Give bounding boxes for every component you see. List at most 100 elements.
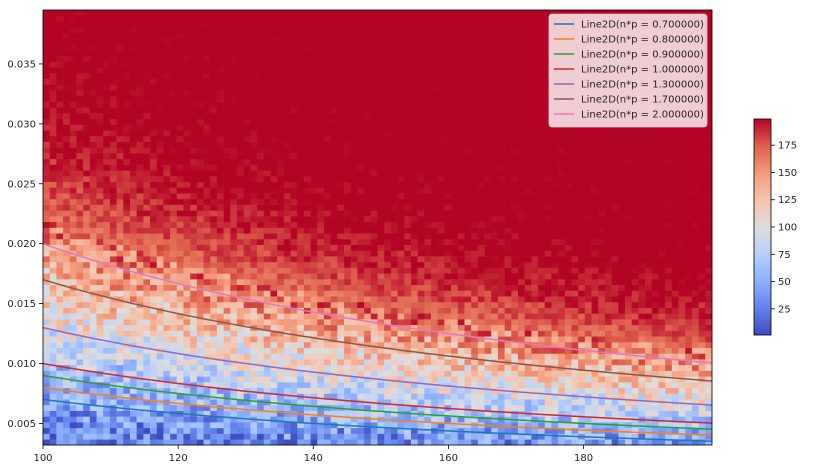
heatmap-cell <box>384 50 392 57</box>
heatmap-cell <box>424 118 432 125</box>
heatmap-cell <box>223 290 231 297</box>
heatmap-cell <box>83 284 91 291</box>
heatmap-cell <box>350 279 358 286</box>
heatmap-cell <box>183 370 191 377</box>
heatmap-cell <box>223 319 231 326</box>
heatmap-cell <box>330 21 338 28</box>
heatmap-cell <box>397 376 405 383</box>
heatmap-cell <box>303 341 311 348</box>
heatmap-cell <box>257 433 265 440</box>
heatmap-cell <box>56 164 64 171</box>
heatmap-cell <box>451 279 459 286</box>
heatmap-cell <box>203 170 211 177</box>
heatmap-cell <box>417 387 425 394</box>
heatmap-cell <box>196 382 204 389</box>
heatmap-cell <box>243 256 251 263</box>
heatmap-cell <box>384 336 392 343</box>
heatmap-cell <box>103 433 111 440</box>
heatmap-cell <box>237 170 244 177</box>
heatmap-cell <box>310 141 318 148</box>
heatmap-cell <box>290 244 298 251</box>
heatmap-cell <box>89 181 97 188</box>
heatmap-cell <box>317 267 325 274</box>
heatmap-cell <box>183 387 191 394</box>
heatmap-cell <box>370 279 378 286</box>
heatmap-cell <box>357 404 365 411</box>
heatmap-cell <box>76 399 84 406</box>
heatmap-cell <box>123 238 131 245</box>
heatmap-cell <box>243 67 251 74</box>
heatmap-cell <box>350 238 358 245</box>
heatmap-cell <box>310 439 318 446</box>
heatmap-cell <box>216 433 224 440</box>
heatmap-cell <box>63 198 71 205</box>
heatmap-cell <box>270 347 278 354</box>
heatmap-cell <box>109 193 117 200</box>
heatmap-cell <box>410 170 418 177</box>
heatmap-cell <box>163 267 171 274</box>
heatmap-cell <box>150 107 158 114</box>
heatmap-cell <box>116 284 124 291</box>
heatmap-cell <box>63 130 71 137</box>
heatmap-cell <box>404 164 412 171</box>
heatmap-cell <box>317 181 325 188</box>
heatmap-cell <box>397 38 405 45</box>
heatmap-cell <box>437 250 445 257</box>
heatmap-cell <box>216 347 224 354</box>
heatmap-cell <box>384 21 392 28</box>
heatmap-cell <box>437 422 445 429</box>
heatmap-cell <box>397 313 405 320</box>
heatmap-cell <box>344 296 352 303</box>
heatmap-cell <box>451 124 459 131</box>
heatmap-cell <box>63 67 71 74</box>
heatmap-cell <box>156 147 164 154</box>
heatmap-cell <box>150 135 158 142</box>
heatmap-cell <box>243 233 251 240</box>
heatmap-cell <box>63 187 71 194</box>
heatmap-cell <box>404 319 412 326</box>
heatmap-cell <box>123 433 131 440</box>
heatmap-cell <box>397 422 405 429</box>
heatmap-cell <box>370 10 378 17</box>
heatmap-cell <box>163 353 171 360</box>
heatmap-cell <box>83 364 91 371</box>
heatmap-cell <box>123 135 131 142</box>
heatmap-cell <box>317 307 325 314</box>
heatmap-cell <box>277 410 285 417</box>
heatmap-cell <box>196 198 204 205</box>
heatmap-cell <box>103 15 111 22</box>
heatmap-cell <box>89 347 97 354</box>
heatmap-cell <box>76 238 84 245</box>
heatmap-cell <box>370 90 378 97</box>
heatmap-cell <box>390 233 398 240</box>
heatmap-cell <box>417 90 425 97</box>
heatmap-cell <box>143 95 151 102</box>
heatmap-cell <box>156 376 164 383</box>
heatmap-cell <box>89 227 97 234</box>
heatmap-cell <box>397 198 405 205</box>
heatmap-cell <box>431 130 439 137</box>
heatmap-cell <box>243 382 251 389</box>
heatmap-cell <box>344 147 352 154</box>
heatmap-cell <box>350 153 358 160</box>
heatmap-cell <box>330 307 338 314</box>
heatmap-cell <box>283 107 291 114</box>
heatmap-cell <box>397 290 405 297</box>
heatmap-cell <box>451 221 459 228</box>
heatmap-cell <box>83 113 91 120</box>
heatmap-cell <box>83 256 91 263</box>
heatmap-cell <box>424 61 432 68</box>
heatmap-cell <box>83 324 91 331</box>
heatmap-cell <box>303 290 311 297</box>
heatmap-cell <box>243 210 251 217</box>
heatmap-cell <box>290 267 298 274</box>
heatmap-cell <box>417 307 425 314</box>
heatmap-cell <box>257 95 265 102</box>
heatmap-cell <box>190 10 198 17</box>
heatmap-cell <box>277 101 285 108</box>
heatmap-cell <box>323 50 331 57</box>
heatmap-cell <box>323 393 331 400</box>
heatmap-cell <box>357 27 365 34</box>
heatmap-cell <box>270 198 278 205</box>
heatmap-cell <box>230 256 238 263</box>
